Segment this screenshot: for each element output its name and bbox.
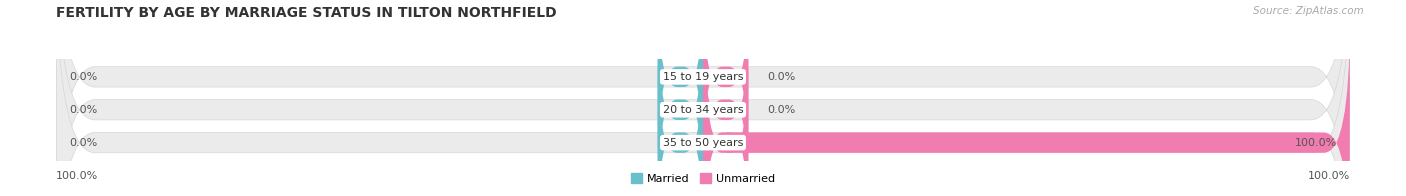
- Legend: Married, Unmarried: Married, Unmarried: [627, 169, 779, 189]
- FancyBboxPatch shape: [56, 0, 1350, 196]
- Text: 0.0%: 0.0%: [69, 72, 97, 82]
- FancyBboxPatch shape: [703, 21, 748, 196]
- FancyBboxPatch shape: [658, 54, 703, 196]
- Text: 0.0%: 0.0%: [69, 138, 97, 148]
- Text: 20 to 34 years: 20 to 34 years: [662, 105, 744, 115]
- FancyBboxPatch shape: [703, 54, 748, 196]
- Text: 15 to 19 years: 15 to 19 years: [662, 72, 744, 82]
- Text: 100.0%: 100.0%: [1295, 138, 1337, 148]
- FancyBboxPatch shape: [703, 21, 1350, 196]
- FancyBboxPatch shape: [658, 0, 703, 165]
- Text: 35 to 50 years: 35 to 50 years: [662, 138, 744, 148]
- Text: 0.0%: 0.0%: [768, 105, 796, 115]
- Text: 0.0%: 0.0%: [69, 105, 97, 115]
- Text: 0.0%: 0.0%: [768, 72, 796, 82]
- FancyBboxPatch shape: [56, 0, 1350, 196]
- Text: 100.0%: 100.0%: [56, 171, 98, 181]
- Text: 100.0%: 100.0%: [1308, 171, 1350, 181]
- Text: FERTILITY BY AGE BY MARRIAGE STATUS IN TILTON NORTHFIELD: FERTILITY BY AGE BY MARRIAGE STATUS IN T…: [56, 6, 557, 20]
- FancyBboxPatch shape: [658, 21, 703, 196]
- Text: Source: ZipAtlas.com: Source: ZipAtlas.com: [1253, 6, 1364, 16]
- FancyBboxPatch shape: [703, 0, 748, 165]
- FancyBboxPatch shape: [56, 0, 1350, 196]
